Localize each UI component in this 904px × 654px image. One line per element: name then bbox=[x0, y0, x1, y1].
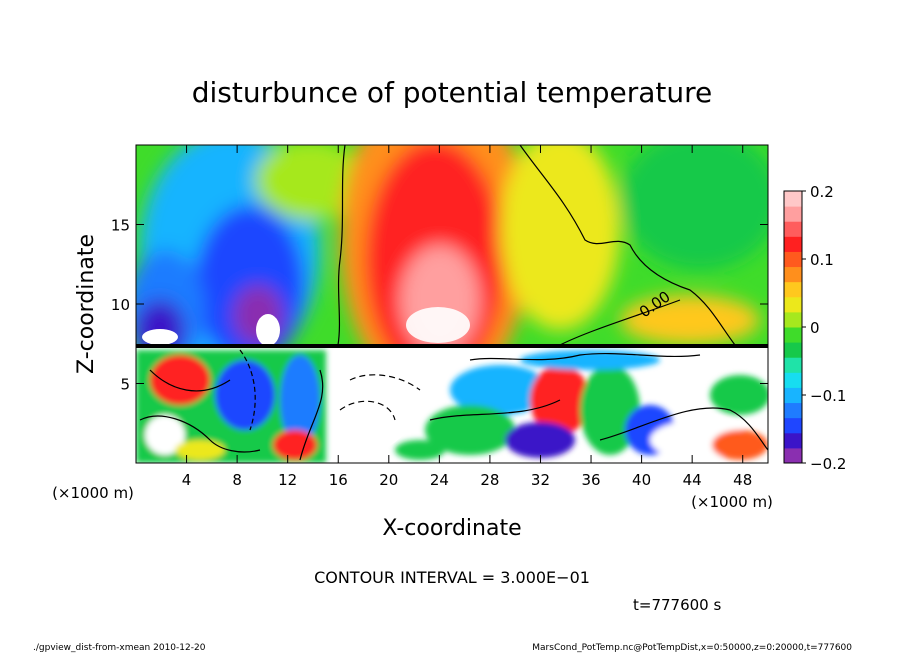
y-unit-label: (×1000 m) bbox=[52, 484, 134, 502]
colorbar-segment bbox=[784, 357, 802, 373]
x-tick-label: 48 bbox=[733, 471, 752, 489]
footer-right: MarsCond_PotTemp.nc@PotTempDist,x=0:5000… bbox=[532, 643, 852, 653]
x-axis: 4 8 12 16 20 24 28 32 36 40 44 48 bbox=[182, 145, 752, 489]
x-tick-label: 4 bbox=[182, 471, 192, 489]
colorbar-segment bbox=[784, 296, 802, 313]
y-axis: 5 10 15 bbox=[111, 217, 768, 394]
colorbar-segment bbox=[784, 447, 802, 464]
x-tick-label: 16 bbox=[329, 471, 348, 489]
colorbar-label: 0 bbox=[810, 319, 820, 337]
x-tick-label: 24 bbox=[430, 471, 449, 489]
x-axis-label: X-coordinate bbox=[382, 516, 521, 541]
colorbar-segment bbox=[784, 311, 802, 328]
chart-title: disturbunce of potential temperature bbox=[192, 76, 713, 109]
colorbar-label: −0.1 bbox=[810, 387, 846, 405]
x-tick-label: 8 bbox=[232, 471, 242, 489]
colorbar-segment bbox=[784, 221, 802, 237]
colorbar-segment bbox=[784, 402, 802, 419]
x-tick-label: 44 bbox=[683, 471, 702, 489]
colorbar-segment bbox=[784, 281, 802, 298]
y-axis-label: Z-coordinate bbox=[74, 234, 99, 374]
colorbar-segment bbox=[784, 432, 802, 449]
plot-area: 0.00 bbox=[135, 144, 769, 464]
heatmap-field bbox=[136, 145, 768, 463]
colorbar-label: 0.2 bbox=[810, 183, 834, 201]
colorbar-segment bbox=[784, 251, 802, 268]
contour-interval-text: CONTOUR INTERVAL = 3.000E−01 bbox=[314, 568, 590, 587]
x-tick-label: 20 bbox=[379, 471, 398, 489]
time-label: t=777600 s bbox=[633, 596, 721, 614]
y-tick-label: 15 bbox=[111, 217, 130, 235]
colorbar-segment bbox=[784, 266, 802, 283]
colorbar-segment bbox=[784, 417, 802, 434]
colorbar-segment bbox=[784, 206, 802, 222]
x-tick-label: 36 bbox=[581, 471, 600, 489]
colorbar-segment bbox=[784, 191, 802, 207]
colorbar-label: −0.2 bbox=[810, 455, 846, 473]
y-tick-label: 10 bbox=[111, 296, 130, 314]
colorbar-segment bbox=[784, 372, 802, 388]
colorbar bbox=[783, 190, 803, 464]
colorbar-segment bbox=[784, 387, 802, 404]
colorbar-segment bbox=[784, 236, 802, 252]
footer-left: ./gpview_dist-from-xmean 2010-12-20 bbox=[33, 643, 206, 653]
x-tick-label: 12 bbox=[278, 471, 297, 489]
x-unit-label: (×1000 m) bbox=[691, 493, 773, 511]
contour-lines bbox=[139, 145, 768, 461]
x-tick-label: 40 bbox=[632, 471, 651, 489]
colorbar-segment bbox=[784, 327, 802, 343]
lower-field bbox=[136, 348, 768, 463]
colorbar-segment bbox=[784, 342, 802, 358]
x-tick-label: 28 bbox=[480, 471, 499, 489]
y-tick-label: 5 bbox=[120, 376, 130, 394]
colorbar-labels: 0.2 0.1 0 −0.1 −0.2 bbox=[802, 183, 846, 473]
x-tick-label: 32 bbox=[531, 471, 550, 489]
colorbar-label: 0.1 bbox=[810, 251, 834, 269]
